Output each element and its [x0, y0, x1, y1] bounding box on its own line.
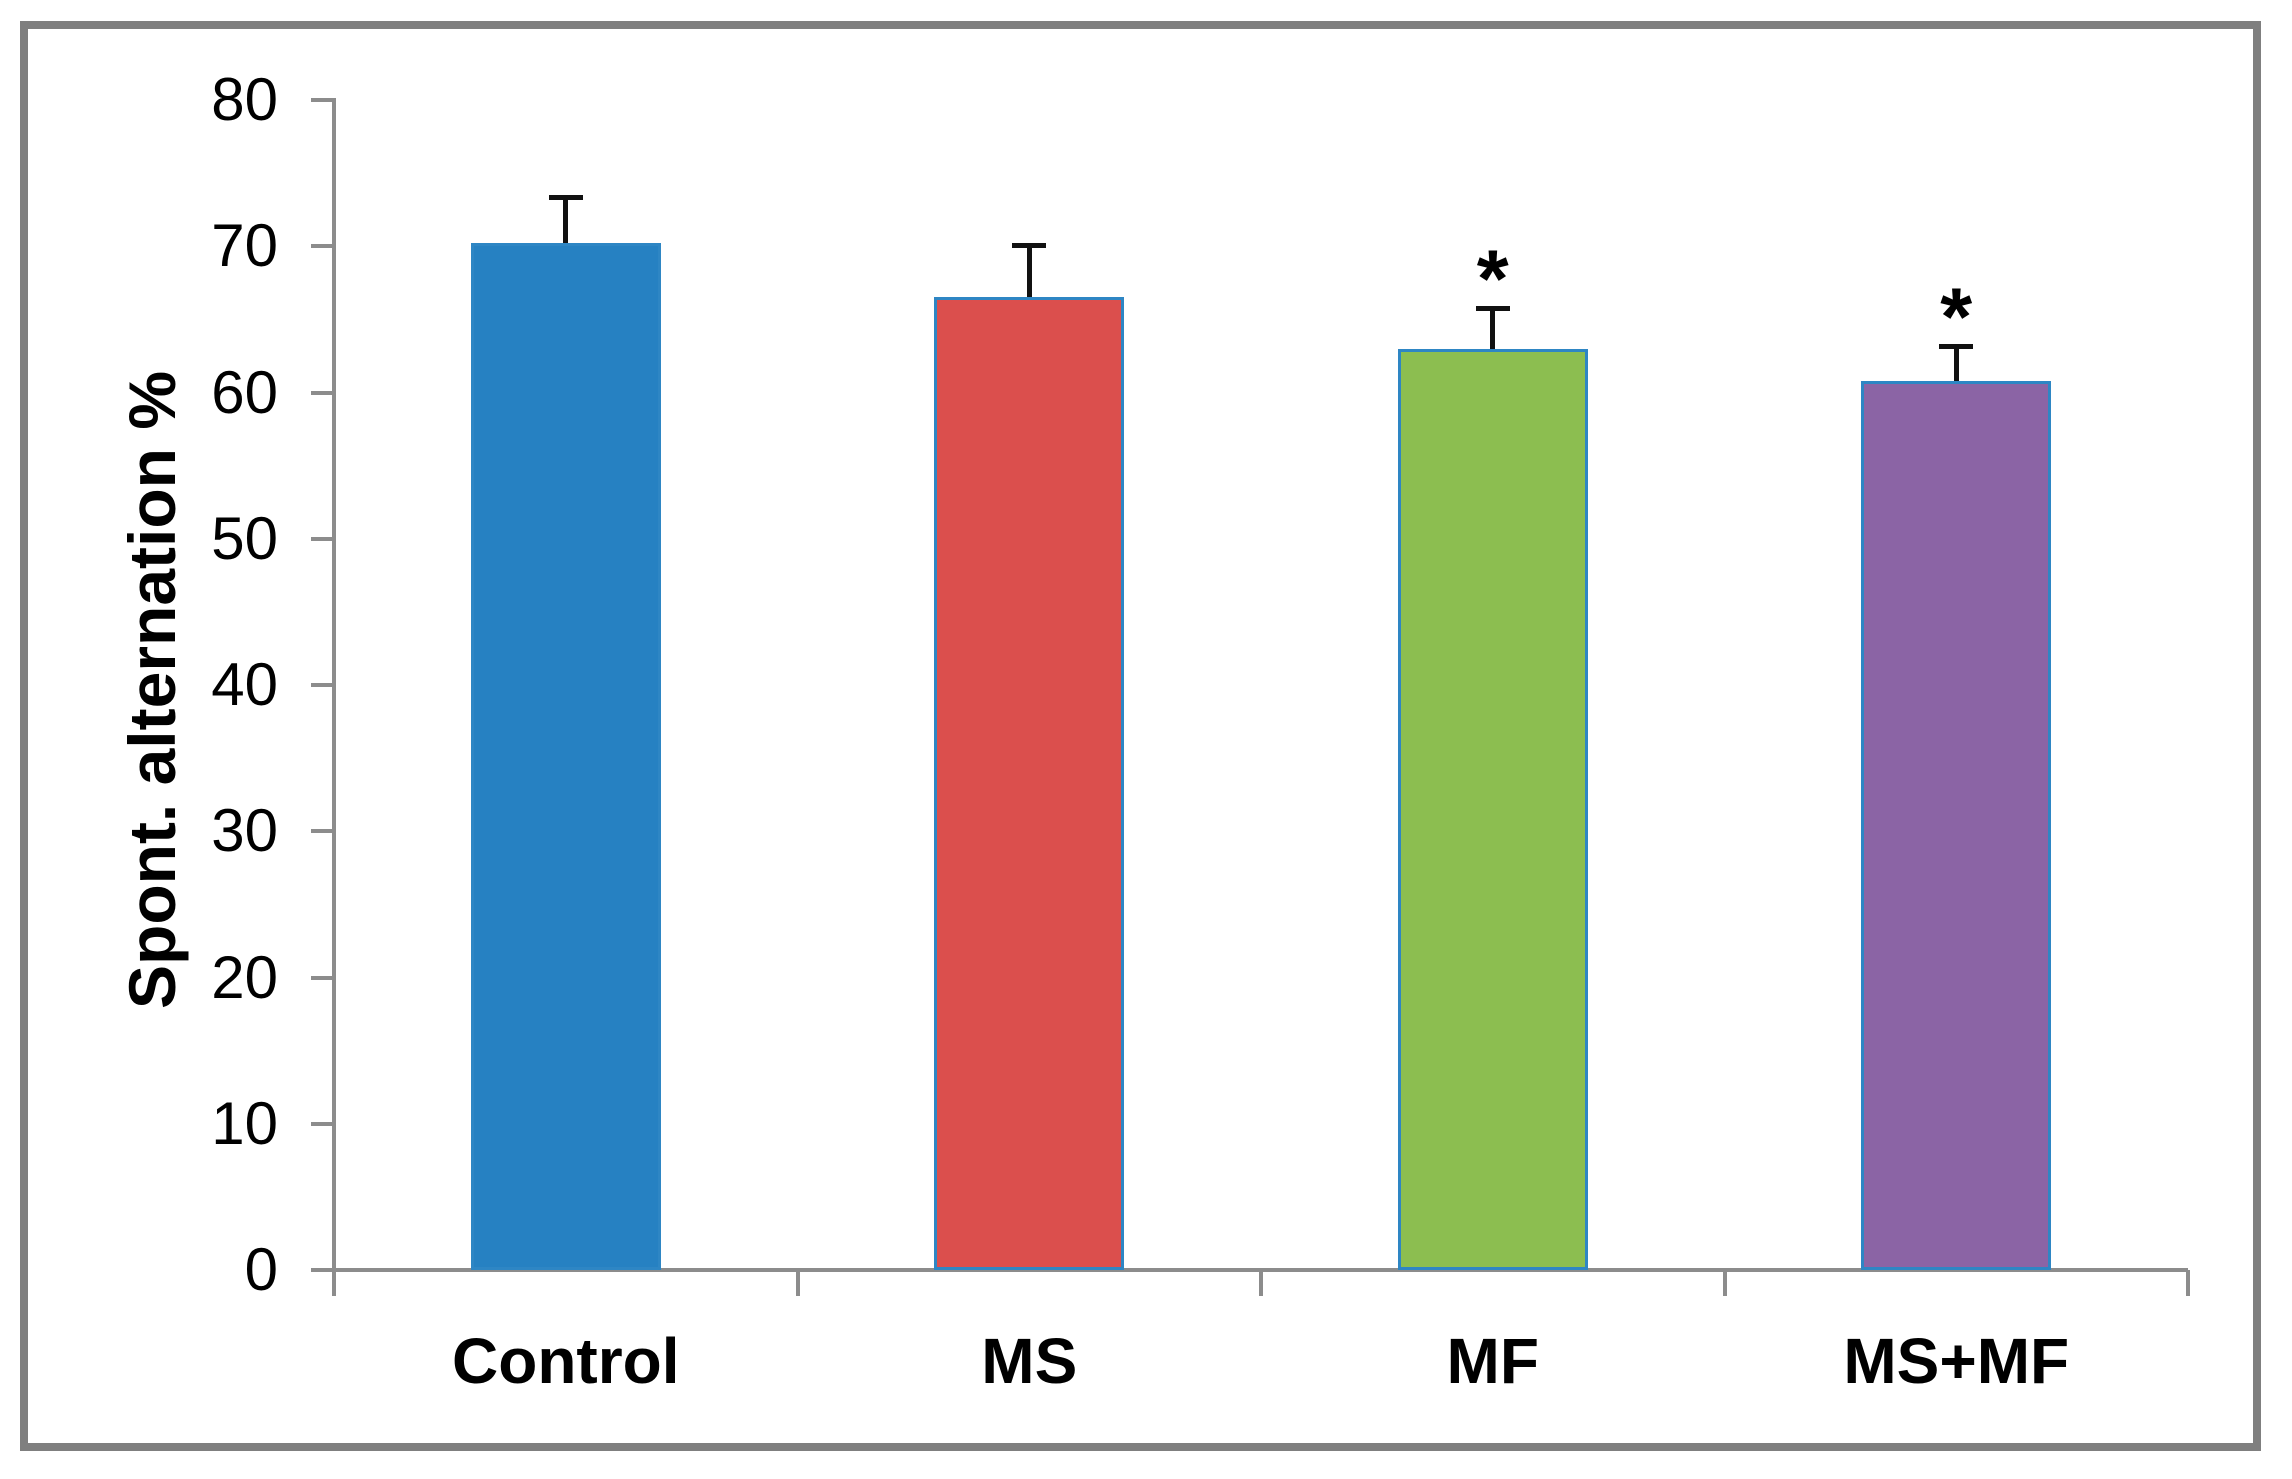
x-axis-label-ms-mf: MS+MF — [1843, 1325, 2070, 1397]
error-bar-cap-mf — [1475, 306, 1510, 312]
y-axis-line — [332, 98, 336, 1296]
x-axis-tick — [795, 1270, 800, 1296]
y-axis-tick — [311, 1268, 334, 1272]
x-axis-tick — [1259, 1270, 1263, 1296]
error-bar-cap-ms — [1012, 243, 1047, 249]
bar-control — [470, 243, 661, 1270]
error-bar-stem-ms — [1026, 243, 1032, 298]
y-axis-tick-label: 60 — [211, 358, 278, 426]
x-axis-label-ms: MS — [981, 1325, 1078, 1397]
significance-asterisk-mf: * — [1476, 234, 1509, 326]
y-axis-tick — [311, 829, 334, 834]
y-axis-tick — [311, 975, 334, 980]
error-bar-cap-ms-mf — [1939, 344, 1974, 350]
error-bar-stem-control — [563, 195, 569, 244]
y-axis-tick-label: 40 — [211, 651, 278, 718]
bar-mf — [1397, 348, 1588, 1270]
significance-asterisk-ms-mf: * — [1940, 272, 1973, 364]
y-axis-tick — [311, 683, 334, 687]
y-axis-tick — [311, 390, 334, 395]
y-axis-tick-label: 50 — [211, 504, 278, 572]
x-axis-label-control: Control — [452, 1325, 680, 1397]
y-axis-tick-label: 0 — [244, 1236, 278, 1303]
x-axis-line — [313, 1268, 2188, 1272]
x-axis-label-mf: MF — [1446, 1325, 1539, 1397]
y-axis-tick-label: 80 — [211, 66, 278, 133]
y-axis-tick-label: 20 — [211, 943, 278, 1011]
y-axis-tick — [311, 98, 334, 102]
x-axis-tick — [1722, 1270, 1727, 1296]
y-axis-tick — [311, 1121, 334, 1126]
y-axis-tick-label: 10 — [211, 1089, 278, 1157]
bar-ms-mf — [1861, 380, 2052, 1270]
error-bar-stem-ms-mf — [1953, 344, 1959, 381]
y-axis-tick — [311, 244, 334, 249]
x-axis-tick — [2186, 1270, 2190, 1296]
bar-ms — [934, 297, 1125, 1270]
y-axis-tick — [311, 536, 334, 541]
y-axis-tick-label: 30 — [211, 797, 278, 865]
error-bar-stem-mf — [1490, 306, 1496, 349]
error-bar-cap-control — [548, 195, 583, 201]
y-axis-tick-label: 70 — [211, 212, 278, 280]
